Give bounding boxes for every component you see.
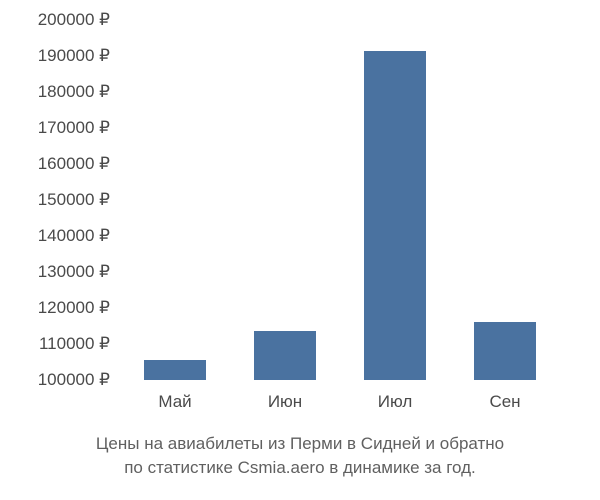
y-tick-label: 190000 ₽ (38, 46, 110, 66)
y-tick-label: 180000 ₽ (38, 82, 110, 102)
y-tick-label: 160000 ₽ (38, 154, 110, 174)
x-tick-label: Май (158, 392, 191, 412)
caption-line-2: по статистике Csmia.aero в динамике за г… (124, 458, 476, 477)
y-tick-label: 110000 ₽ (39, 334, 110, 354)
y-tick-label: 140000 ₽ (38, 226, 110, 246)
bar (364, 51, 426, 380)
y-tick-label: 170000 ₽ (38, 118, 110, 138)
y-tick-label: 120000 ₽ (38, 298, 110, 318)
y-tick-label: 100000 ₽ (38, 370, 110, 390)
x-tick-label: Июл (378, 392, 413, 412)
chart-caption: Цены на авиабилеты из Перми в Сидней и о… (0, 432, 600, 480)
bar (144, 360, 206, 380)
price-chart-figure: 100000 ₽ 110000 ₽ 120000 ₽ 130000 ₽ 140000 ₽… (0, 0, 600, 500)
x-tick-label: Июн (268, 392, 302, 412)
x-tick-label: Сен (489, 392, 520, 412)
plot-area: 100000 ₽110000 ₽120000 ₽130000 ₽140000 ₽… (120, 20, 560, 380)
bar (474, 322, 536, 380)
y-tick-label: 130000 ₽ (38, 262, 110, 282)
y-tick-label: 200000 ₽ (38, 10, 110, 30)
caption-line-1: Цены на авиабилеты из Перми в Сидней и о… (96, 434, 504, 453)
y-tick-label: 150000 ₽ (38, 190, 110, 210)
bar (254, 331, 316, 380)
